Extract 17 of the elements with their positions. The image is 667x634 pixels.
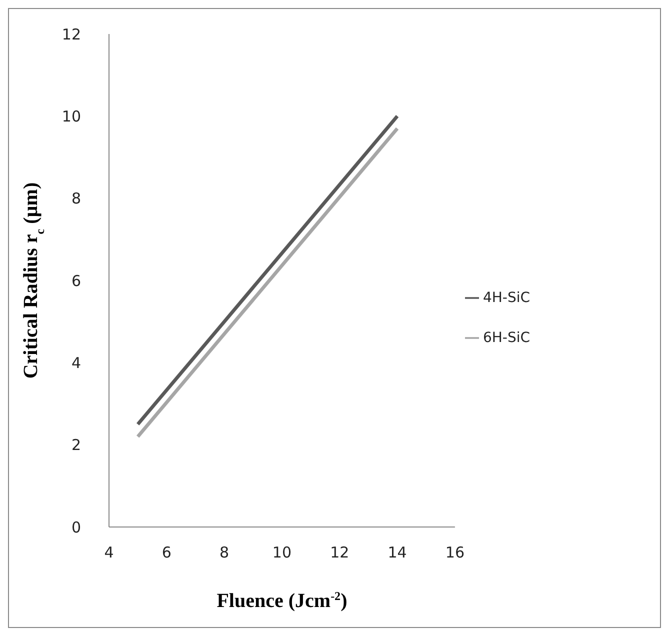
y-tick-label: 8 [71, 190, 81, 208]
x-tick-label: 4 [104, 544, 114, 562]
y-tick-label: 4 [71, 354, 81, 372]
x-tick-label: 14 [388, 544, 407, 562]
x-tick-label: 6 [162, 544, 172, 562]
y-tick-label: 12 [62, 25, 81, 44]
x-tick-label: 16 [445, 544, 464, 562]
legend-label: 4H-SiC [482, 290, 530, 306]
x-axis-title: Fluence (Jcm$^{-2}$) [216, 589, 348, 612]
x-tick-label: 12 [330, 544, 350, 562]
y-tick-label: 6 [71, 272, 81, 290]
x-tick-label: 8 [220, 544, 230, 562]
y-tick-label: 10 [62, 107, 81, 126]
legend-label: 6H-SiC [482, 330, 530, 346]
y-tick-label: 0 [71, 518, 81, 536]
y-tick-label: 2 [71, 436, 81, 454]
x-tick-label: 10 [272, 544, 292, 562]
